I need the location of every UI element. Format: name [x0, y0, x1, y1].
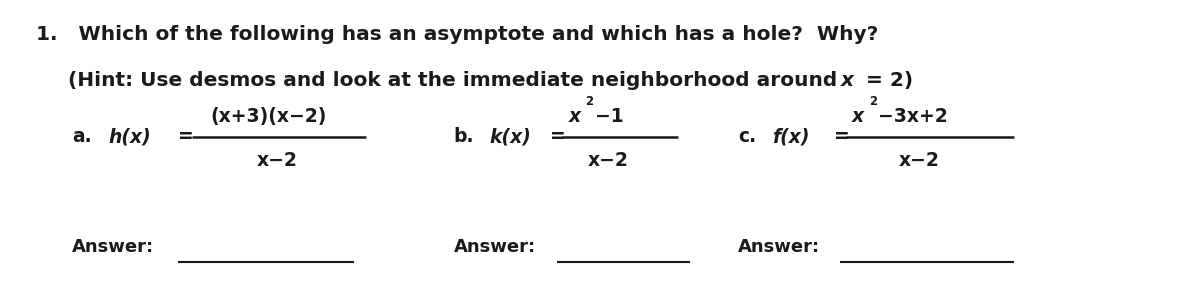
Text: =: = [178, 127, 193, 146]
Text: −1: −1 [595, 107, 624, 126]
Text: x−2: x−2 [588, 151, 629, 170]
Text: = 2): = 2) [859, 71, 913, 90]
Text: Answer:: Answer: [454, 238, 535, 256]
Text: x−2: x−2 [257, 151, 298, 170]
Text: c.: c. [738, 127, 756, 146]
Text: (x+3)(x−2): (x+3)(x−2) [210, 107, 326, 126]
Text: Answer:: Answer: [738, 238, 820, 256]
Text: 2: 2 [586, 95, 594, 108]
Text: x: x [841, 71, 854, 90]
Text: =: = [550, 127, 565, 146]
Text: h(x): h(x) [108, 127, 151, 146]
Text: −3x+2: −3x+2 [878, 107, 948, 126]
Text: (Hint: Use desmos and look at the immediate neighborhood around: (Hint: Use desmos and look at the immedi… [68, 71, 845, 90]
Text: k(x): k(x) [490, 127, 532, 146]
Text: a.: a. [72, 127, 91, 146]
Text: x: x [852, 107, 864, 126]
Text: f(x): f(x) [772, 127, 809, 146]
Text: b.: b. [454, 127, 474, 146]
Text: 2: 2 [869, 95, 877, 108]
Text: =: = [834, 127, 850, 146]
Text: x: x [569, 107, 581, 126]
Text: x−2: x−2 [899, 151, 940, 170]
Text: 1.   Which of the following has an asymptote and which has a hole?  Why?: 1. Which of the following has an asympto… [36, 25, 878, 44]
Text: Answer:: Answer: [72, 238, 154, 256]
